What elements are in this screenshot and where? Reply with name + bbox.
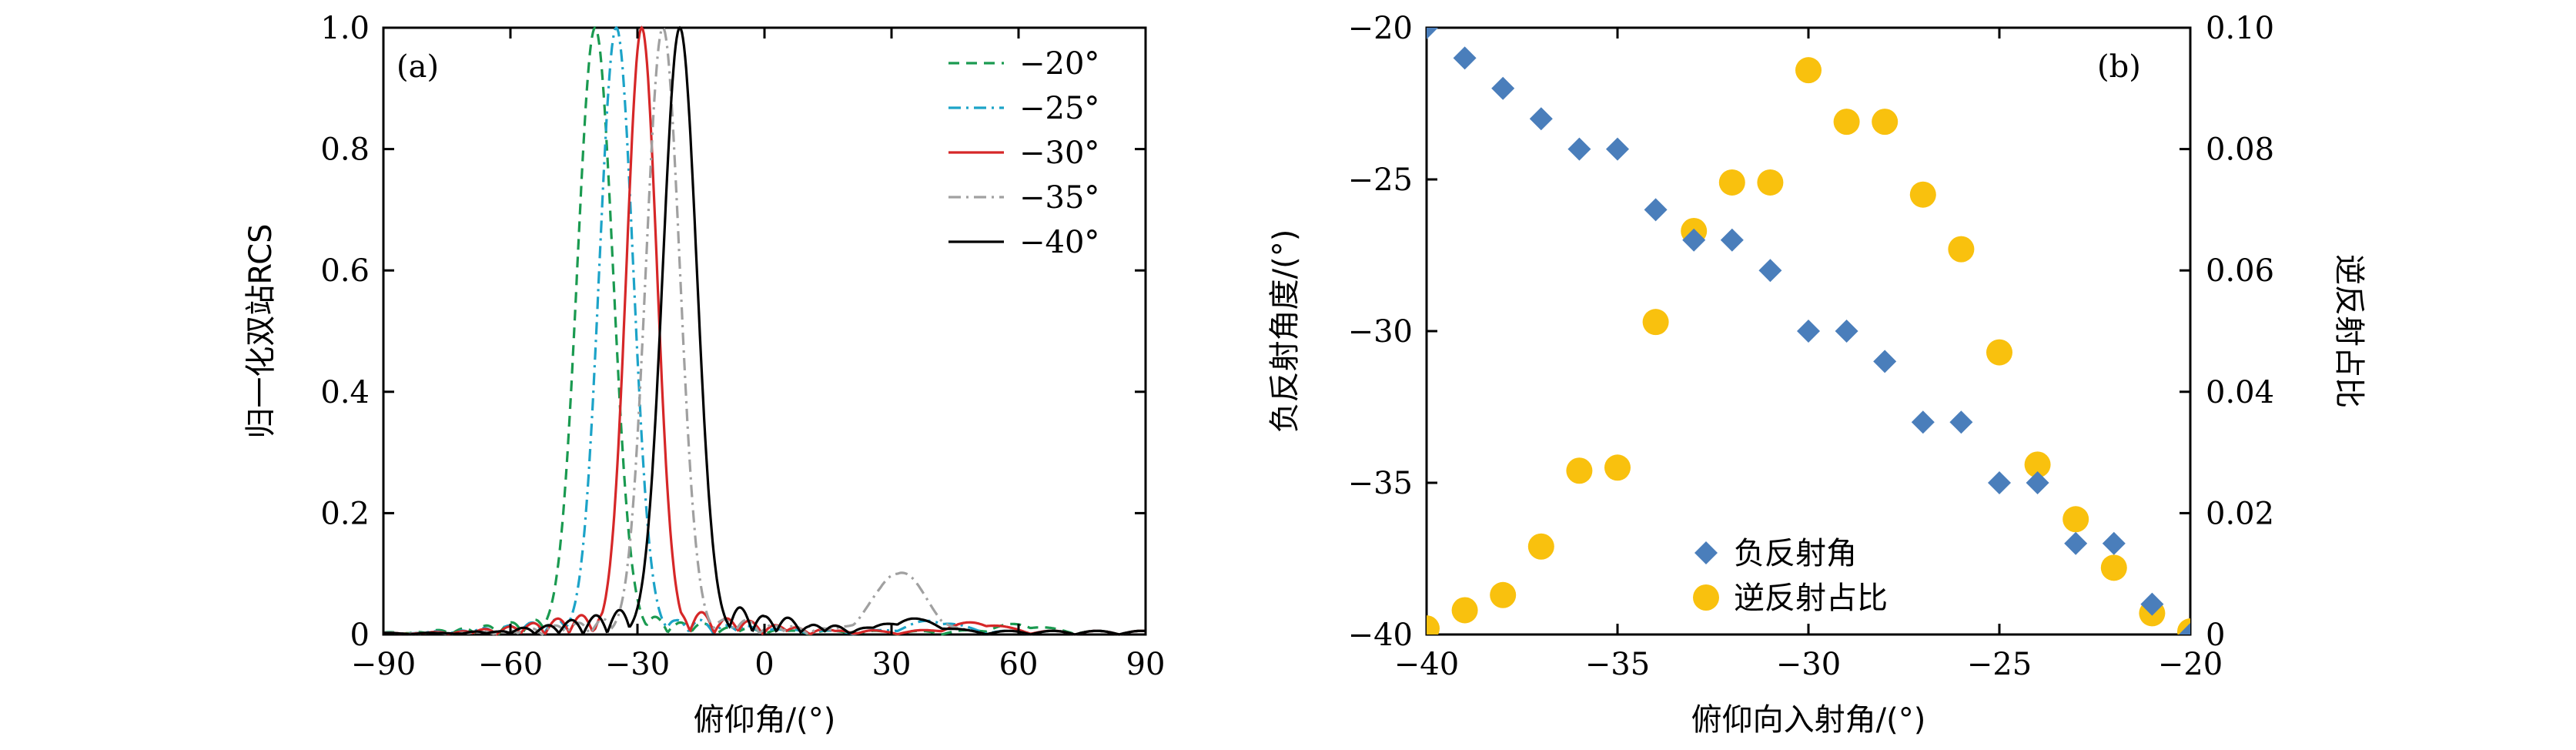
panel-b-y-ticks-right: 0 0.02 0.04 0.06 0.08 0.10 <box>2180 11 2274 653</box>
panel-b-y-tick-label: −30 <box>1348 314 1413 350</box>
panel-b-angle-point <box>1835 320 1858 343</box>
panel-b-angle-point <box>1720 228 1744 252</box>
panel-b-angle-point <box>1911 410 1935 434</box>
panel-b-angle-point <box>1567 137 1591 161</box>
panel-a-y-tick-label: 0.6 <box>320 253 370 289</box>
panel-a-y-tick-label: 0.2 <box>320 496 370 531</box>
panel-b-angle-point <box>1988 471 2011 494</box>
panel-b-x-tick-label: −25 <box>1967 647 2032 682</box>
panel-b-ratio-point <box>1795 57 1822 84</box>
panel-b-x-tick-label: −30 <box>1776 647 1841 682</box>
panel-b-x-tick-label: −35 <box>1585 647 1650 682</box>
panel-b-y-axis-label-left: 负反射角度/(°) <box>1267 229 1303 434</box>
panel-a-x-ticks: −90 −60 −30 0 30 60 90 <box>351 28 1166 682</box>
panel-a-x-tick-label: 30 <box>872 647 912 682</box>
panel-b-angle-point <box>2140 592 2164 616</box>
panel-b-ratio-point <box>1986 339 2012 366</box>
panel-b-ratio-point <box>1642 309 1669 336</box>
panel-b-ratio-point <box>1566 457 1593 484</box>
panel-b-legend-diamond-marker <box>1694 541 1718 564</box>
panel-b-angle-point <box>2064 531 2088 555</box>
panel-b-ratio-point <box>1527 533 1554 560</box>
panel-a-x-tick-label: −90 <box>351 647 416 682</box>
panel-b-x-tick-label: −40 <box>1394 647 1459 682</box>
panel-b-angle-point <box>1682 228 1706 252</box>
panel-a-tag: (a) <box>396 49 439 85</box>
panel-a-x-tick-label: −30 <box>605 647 670 682</box>
panel-a-legend: −20° −25° −30° −35° −40° <box>948 46 1099 260</box>
panel-a-x-axis-label: 俯仰角/(°) <box>694 702 836 738</box>
panel-b-y-right-tick-label: 0.02 <box>2206 496 2274 531</box>
panel-b-angle-point <box>1606 137 1629 161</box>
panel-b-ratio-point <box>1604 454 1631 481</box>
panel-a-x-tick-label: 60 <box>999 647 1039 682</box>
panel-a-legend-label: −25° <box>1019 91 1099 126</box>
panel-b-ratio-point <box>2062 506 2089 533</box>
panel-b-angle-point <box>1453 46 1477 70</box>
panel-b-y-right-tick-label: 0.08 <box>2206 132 2274 168</box>
panel-b-y-axis-label-right: 逆反射占比 <box>2331 254 2367 408</box>
panel-b-series-group <box>1427 28 2190 634</box>
panel-b-angle-point <box>1797 320 1820 343</box>
panel-b-y-right-tick-label: 0.10 <box>2206 11 2274 46</box>
panel-b-angle-point <box>1644 198 1668 222</box>
panel-b-ratio-point <box>1872 109 1899 136</box>
panel-b-ratio-point <box>1909 181 1936 208</box>
panel-a-x-tick-label: −60 <box>478 647 543 682</box>
panel-a-x-tick-label: 90 <box>1126 647 1166 682</box>
panel-a-y-tick-label: 0 <box>350 618 370 653</box>
panel-b-y-tick-label: −25 <box>1348 162 1413 198</box>
panel-b-y-right-tick-label: 0.04 <box>2206 375 2274 410</box>
panel-a: −90 −60 −30 0 30 60 90 0 0.2 0.4 0.6 0.8 1.0 (a) 俯仰… <box>243 11 1165 738</box>
panel-b-y-right-tick-label: 0 <box>2206 618 2225 653</box>
panel-b-ratio-point <box>1757 169 1784 196</box>
panel-b-ratio-point <box>1718 169 1745 196</box>
panel-a-y-ticks: 0 0.2 0.4 0.6 0.8 1.0 <box>320 11 1146 653</box>
panel-b-y-tick-label: −20 <box>1348 11 1413 46</box>
panel-b-x-axis-label: 俯仰向入射角/(°) <box>1691 702 1926 738</box>
panel-b-legend-label: 逆反射占比 <box>1734 581 1888 616</box>
panel-b-y-ticks-left: −40 −35 −30 −25 −20 <box>1348 11 1437 653</box>
panel-b-angle-point <box>2102 531 2126 555</box>
panel-b-legend-circle-marker <box>1693 584 1719 611</box>
panel-a-y-tick-label: 0.4 <box>320 375 370 410</box>
panel-b-angle-point <box>1758 259 1782 283</box>
panel-b-ratio-point <box>2100 554 2127 581</box>
panel-a-legend-label: −35° <box>1019 180 1099 216</box>
panel-b: −40 −35 −30 −25 −20 −40 −35 −30 −25 −20 0 0.02 0.0… <box>1267 11 2367 738</box>
panel-b-ratio-point <box>1427 615 1440 634</box>
panel-a-y-tick-label: 0.8 <box>320 132 370 168</box>
panel-b-y-right-tick-label: 0.06 <box>2206 253 2274 289</box>
panel-a-legend-label: −30° <box>1019 136 1099 171</box>
panel-b-x-ticks: −40 −35 −30 −25 −20 <box>1394 28 2223 682</box>
panel-b-angle-point <box>2179 623 2190 634</box>
panel-a-legend-label: −20° <box>1019 46 1099 82</box>
panel-b-angle-point <box>2026 471 2049 494</box>
panel-b-angle-point <box>1949 410 1973 434</box>
panel-a-y-axis-label: 归一化双站RCS <box>243 223 279 438</box>
panel-b-y-tick-label: −35 <box>1348 466 1413 501</box>
panel-b-ratio-point <box>1833 109 1860 136</box>
panel-b-ratio-point <box>2024 451 2051 478</box>
panel-b-angle-point <box>1491 76 1515 100</box>
panel-b-ratio-point <box>1490 581 1517 608</box>
panel-a-x-tick-label: 0 <box>754 647 774 682</box>
panel-b-angle-point <box>1427 28 1438 39</box>
panel-b-tag: (b) <box>2097 49 2141 85</box>
panel-b-x-tick-label: −20 <box>2158 647 2223 682</box>
panel-b-angle-point <box>1873 350 1897 373</box>
panel-b-legend-label: 负反射角 <box>1734 536 1857 571</box>
panel-b-ratio-point <box>1451 597 1478 624</box>
panel-b-y-tick-label: −40 <box>1348 618 1413 653</box>
panel-b-ratio-point <box>1948 236 1975 263</box>
panel-b-angle-point <box>1529 107 1553 131</box>
panel-a-y-tick-label: 1.0 <box>320 11 370 46</box>
panel-a-legend-label: −40° <box>1019 225 1099 260</box>
